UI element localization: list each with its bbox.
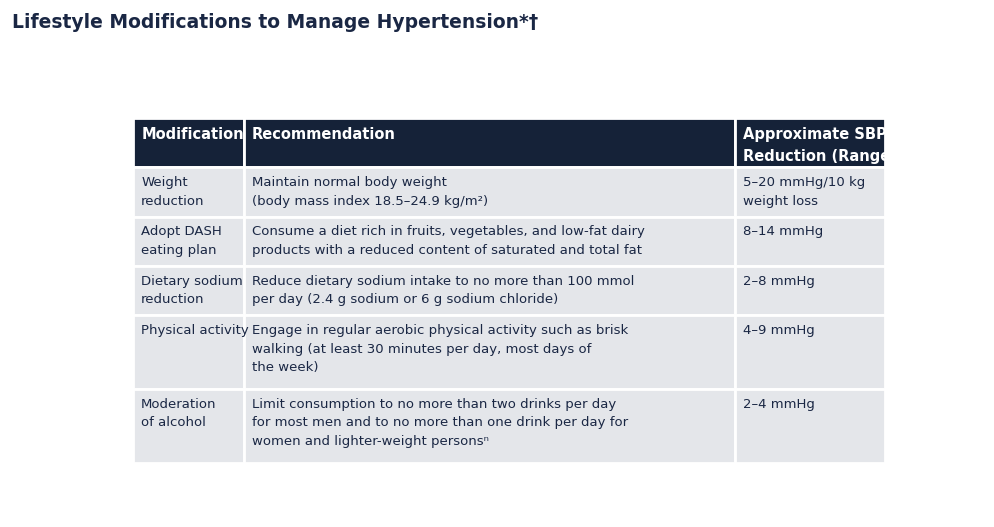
Bar bbox=[133, 315, 244, 389]
Bar bbox=[244, 167, 735, 217]
Text: Limit consumption to no more than two drinks per day
for most men and to no more: Limit consumption to no more than two dr… bbox=[251, 398, 628, 448]
Text: Adopt DASH
eating plan: Adopt DASH eating plan bbox=[141, 226, 222, 257]
Text: Weight
reduction: Weight reduction bbox=[141, 176, 205, 208]
Bar bbox=[133, 167, 244, 217]
Bar bbox=[244, 118, 735, 167]
Bar bbox=[133, 389, 244, 463]
Bar bbox=[244, 217, 735, 266]
Bar bbox=[735, 389, 886, 463]
Bar bbox=[244, 315, 735, 389]
Text: Moderation
of alcohol: Moderation of alcohol bbox=[141, 398, 217, 430]
Text: 8–14 mmHg: 8–14 mmHg bbox=[743, 226, 823, 239]
Bar bbox=[735, 315, 886, 389]
Bar bbox=[244, 389, 735, 463]
Bar bbox=[735, 118, 886, 167]
Text: Reduce dietary sodium intake to no more than 100 mmol
per day (2.4 g sodium or 6: Reduce dietary sodium intake to no more … bbox=[251, 275, 634, 306]
Text: 2–4 mmHg: 2–4 mmHg bbox=[743, 398, 814, 411]
Text: Recommendation: Recommendation bbox=[251, 127, 396, 142]
Text: Physical activity: Physical activity bbox=[141, 324, 248, 337]
Text: Approximate SBP
Reduction (Range): Approximate SBP Reduction (Range) bbox=[743, 127, 897, 163]
Bar bbox=[133, 118, 244, 167]
Text: 4–9 mmHg: 4–9 mmHg bbox=[743, 324, 814, 337]
Bar bbox=[735, 167, 886, 217]
Text: Maintain normal body weight
(body mass index 18.5–24.9 kg/m²): Maintain normal body weight (body mass i… bbox=[251, 176, 488, 208]
Text: 2–8 mmHg: 2–8 mmHg bbox=[743, 275, 814, 288]
Bar bbox=[244, 266, 735, 315]
Text: Lifestyle Modifications to Manage Hypertension*†: Lifestyle Modifications to Manage Hypert… bbox=[12, 13, 538, 32]
Text: Dietary sodium
reduction: Dietary sodium reduction bbox=[141, 275, 243, 306]
Bar bbox=[133, 217, 244, 266]
Text: 5–20 mmHg/10 kg
weight loss: 5–20 mmHg/10 kg weight loss bbox=[743, 176, 865, 208]
Bar bbox=[735, 266, 886, 315]
Text: Consume a diet rich in fruits, vegetables, and low-fat dairy
products with a red: Consume a diet rich in fruits, vegetable… bbox=[251, 226, 644, 257]
Bar bbox=[735, 217, 886, 266]
Bar bbox=[133, 266, 244, 315]
Text: Modification: Modification bbox=[141, 127, 244, 142]
Text: Engage in regular aerobic physical activity such as brisk
walking (at least 30 m: Engage in regular aerobic physical activ… bbox=[251, 324, 628, 374]
